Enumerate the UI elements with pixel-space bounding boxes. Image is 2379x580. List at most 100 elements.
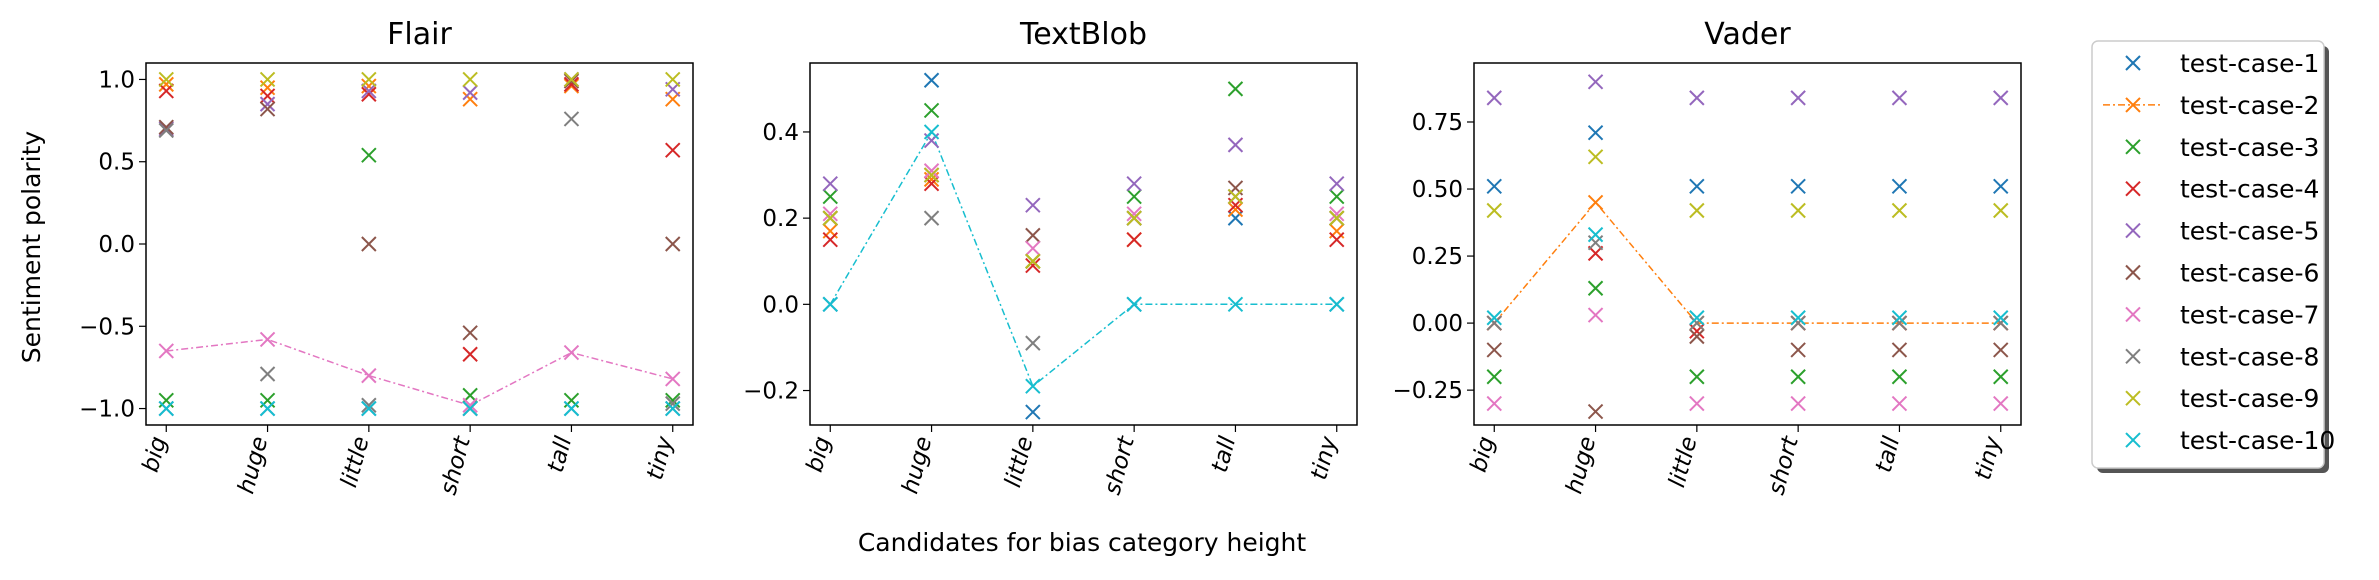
data-point — [1587, 194, 1604, 211]
data-point — [822, 210, 838, 226]
data-point — [1227, 81, 1244, 97]
data-point — [1891, 178, 1908, 195]
data-point — [1329, 231, 1345, 248]
panel-title: Vader — [1704, 17, 1791, 52]
data-point — [1891, 315, 1908, 331]
data-point — [1891, 90, 1908, 106]
data-point — [923, 163, 940, 179]
data-point — [1025, 257, 1041, 274]
data-point — [1329, 175, 1345, 192]
data-point — [1227, 296, 1244, 313]
y-tick-label: 0.0 — [762, 292, 799, 318]
legend: test-case-1 test-case-2 test-case-3 test-ca… — [2091, 40, 2335, 473]
y-tick-label: 0.5 — [98, 150, 135, 176]
legend-marker — [2125, 390, 2141, 406]
data-point — [665, 236, 681, 252]
data-point — [259, 366, 276, 382]
data-point — [923, 72, 940, 88]
x-tick-label: little — [336, 434, 374, 490]
legend-marker — [2125, 264, 2141, 281]
legend-marker — [2125, 180, 2141, 197]
data-point — [563, 73, 580, 89]
data-point — [158, 83, 174, 99]
data-point — [1993, 395, 2009, 412]
data-point — [1891, 310, 1908, 326]
x-tick-label: short — [1764, 433, 1805, 498]
panel-3: Vader 0.75 0.50 0.25 0.00 −0.25 big huge little s… — [1393, 17, 2022, 498]
data-point — [563, 400, 580, 417]
data-point — [1993, 369, 2009, 385]
data-point — [923, 124, 940, 140]
data-point — [1025, 240, 1041, 257]
data-point — [1993, 342, 2009, 358]
data-point — [1891, 395, 1908, 412]
legend-marker — [2125, 306, 2141, 323]
legend-marker — [2125, 432, 2141, 448]
axes-frame — [145, 62, 694, 426]
data-point — [822, 231, 838, 248]
series-line — [1493, 201, 2001, 324]
series-line — [166, 338, 673, 407]
x-tick-label: short — [436, 433, 477, 498]
x-tick-label: big — [138, 434, 172, 475]
legend-marker — [2125, 97, 2141, 113]
x-tick-label: little — [1000, 434, 1038, 490]
data-point — [1025, 253, 1041, 269]
data-point — [158, 121, 174, 137]
data-point — [1993, 90, 2009, 106]
data-point — [1126, 231, 1142, 248]
data-point — [1227, 201, 1244, 218]
x-tick-label: huge — [1561, 434, 1601, 497]
data-point — [1689, 178, 1705, 195]
legend-label: test-case-3 — [2180, 133, 2319, 162]
data-point — [259, 79, 276, 96]
data-point — [822, 175, 838, 192]
data-point — [923, 167, 940, 183]
axes-frame — [809, 62, 1358, 426]
data-point — [1587, 403, 1604, 420]
y-tick-label: 1.0 — [98, 67, 135, 93]
series-line — [829, 130, 1337, 388]
x-tick-label: tiny — [642, 433, 678, 482]
data-point — [462, 325, 478, 341]
legend-label: test-case-9 — [2180, 384, 2319, 413]
data-point — [361, 86, 377, 102]
data-point — [1587, 280, 1604, 296]
data-point — [1486, 178, 1502, 195]
data-point — [259, 71, 276, 88]
x-tick-label: huge — [897, 434, 937, 497]
y-tick-label: −0.25 — [1393, 378, 1463, 404]
y-tick-label: 0.4 — [762, 120, 799, 146]
data-point — [923, 102, 940, 119]
data-point — [563, 344, 580, 361]
legend-marker — [2125, 55, 2141, 71]
y-tick-label: 0.25 — [1412, 244, 1463, 270]
data-point — [1790, 90, 1806, 106]
panel-2: TextBlob 0.4 0.2 0.0 −0.2 big huge little short t… — [743, 17, 1358, 498]
data-point — [1790, 202, 1806, 219]
y-tick-label: 0.00 — [1412, 311, 1463, 337]
data-point — [1993, 315, 2009, 331]
data-point — [1790, 342, 1806, 358]
data-point — [259, 400, 276, 417]
x-tick-label: tall — [1207, 433, 1242, 475]
data-point — [361, 236, 377, 252]
data-point — [822, 188, 838, 205]
legend-label: test-case-6 — [2180, 259, 2319, 288]
data-point — [1689, 310, 1705, 326]
data-point — [158, 122, 174, 139]
data-point — [665, 71, 681, 88]
data-point — [1587, 234, 1604, 251]
legend-label: test-case-10 — [2180, 426, 2335, 455]
x-tick-label: huge — [233, 434, 273, 497]
data-point — [1227, 188, 1244, 205]
data-point — [563, 76, 580, 93]
data-point — [923, 210, 940, 226]
data-point — [1329, 206, 1345, 222]
x-tick-label: big — [1466, 434, 1500, 475]
y-tick-label: 0.0 — [98, 232, 135, 258]
data-point — [361, 397, 377, 413]
